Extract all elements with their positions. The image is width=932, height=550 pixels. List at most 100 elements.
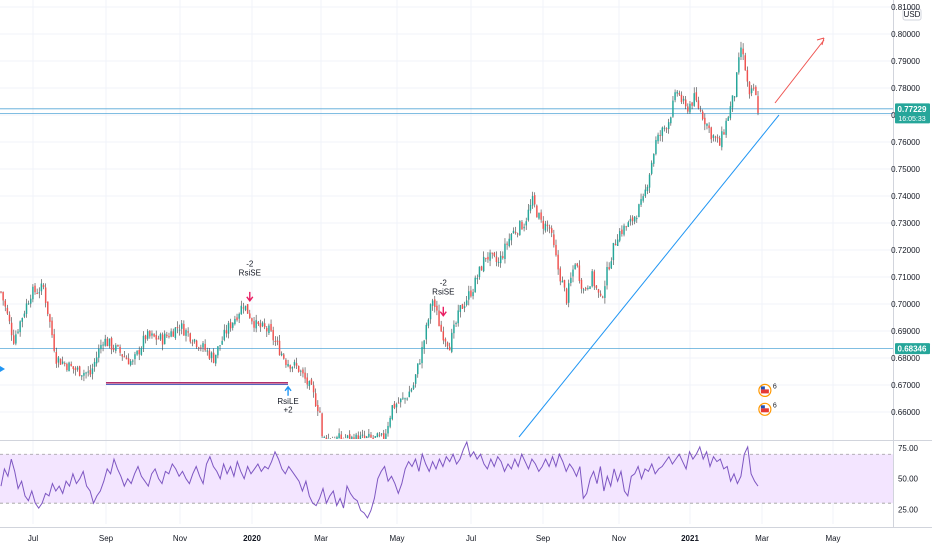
candle <box>402 392 404 401</box>
candle-body <box>280 353 283 356</box>
candle <box>404 397 406 404</box>
candle-body <box>489 252 491 261</box>
candle-body <box>106 338 109 347</box>
candle <box>735 72 738 98</box>
candle <box>585 286 587 291</box>
candle-body <box>176 326 179 329</box>
candle-body <box>47 301 49 315</box>
candle <box>123 350 126 358</box>
candle-body <box>200 347 202 349</box>
candle <box>474 275 476 293</box>
candle <box>621 225 623 237</box>
event-count: 6 <box>773 383 777 390</box>
candle-body <box>474 277 476 293</box>
candle-body <box>723 132 725 135</box>
candle <box>565 287 568 305</box>
candle-body <box>232 322 234 328</box>
candle <box>710 126 712 144</box>
candle-body <box>23 313 26 317</box>
projection-arrowhead <box>816 37 825 46</box>
candle-body <box>504 243 506 260</box>
candle-body <box>93 361 96 367</box>
candle <box>291 366 294 373</box>
candle-body <box>217 346 219 356</box>
candle-body <box>738 57 740 73</box>
candle-body <box>57 357 60 363</box>
candle-body <box>291 366 294 369</box>
candle-body <box>51 320 53 336</box>
candle <box>53 328 55 353</box>
candle <box>276 336 279 346</box>
buy-signal-arrow <box>284 385 292 396</box>
candle <box>731 95 734 112</box>
price-tick-label: 0.75000 <box>891 165 920 174</box>
candle-body <box>363 435 366 439</box>
candle-body <box>595 285 598 288</box>
candle <box>550 225 553 238</box>
candle-body <box>181 323 183 329</box>
candle <box>650 160 653 176</box>
candle-body <box>625 226 627 228</box>
candle-body <box>744 55 746 71</box>
candle-body <box>674 92 676 101</box>
event-count: 6 <box>773 402 777 409</box>
candle <box>370 431 372 438</box>
candle <box>667 118 670 134</box>
candle <box>195 339 198 349</box>
flag-canton <box>760 386 765 390</box>
candle-body <box>159 334 162 340</box>
candle-body <box>223 329 226 340</box>
candle <box>453 320 455 339</box>
candle-body <box>202 343 204 348</box>
candle-body <box>661 127 664 136</box>
candle <box>701 109 704 121</box>
candle-body <box>697 100 700 109</box>
candle-body <box>497 261 500 263</box>
candle-body <box>295 363 298 366</box>
candle <box>614 239 617 246</box>
candle-body <box>268 325 270 334</box>
candle-body <box>572 269 574 277</box>
candle-body <box>663 127 666 129</box>
candle-body <box>17 331 19 333</box>
candle <box>27 300 30 305</box>
candle-body <box>578 265 581 281</box>
candle-body <box>149 330 151 337</box>
candle <box>680 91 683 105</box>
candle <box>655 136 657 156</box>
candle <box>740 41 742 61</box>
candle-body <box>34 285 36 293</box>
candle-body <box>693 93 695 106</box>
price-tick-label: 0.71000 <box>891 273 920 282</box>
candle-body <box>521 221 523 230</box>
candle-body <box>646 186 649 192</box>
candle <box>665 127 668 134</box>
candle-body <box>644 189 647 197</box>
candle-body <box>304 372 306 379</box>
grid <box>0 0 932 528</box>
candle <box>223 324 226 342</box>
candle <box>85 371 87 379</box>
candle <box>289 364 291 373</box>
candle <box>693 87 695 107</box>
candle <box>153 333 155 338</box>
candle <box>100 339 102 354</box>
candle-body <box>459 305 462 312</box>
candle <box>478 266 481 280</box>
candle-body <box>636 218 638 220</box>
candle-body <box>308 380 311 387</box>
candle <box>40 279 43 296</box>
candle-body <box>346 435 349 439</box>
candle <box>212 348 215 364</box>
candle <box>548 224 551 234</box>
price-tick-label: 0.81000 <box>891 3 920 12</box>
candle <box>619 228 621 243</box>
candle <box>536 204 538 218</box>
candle <box>659 130 661 142</box>
currency-label-box[interactable] <box>902 8 922 21</box>
candle <box>23 310 26 319</box>
time-tick-label: 2020 <box>243 534 261 543</box>
candle <box>383 429 385 439</box>
time-tick-label: May <box>389 534 404 543</box>
candle <box>6 304 9 315</box>
